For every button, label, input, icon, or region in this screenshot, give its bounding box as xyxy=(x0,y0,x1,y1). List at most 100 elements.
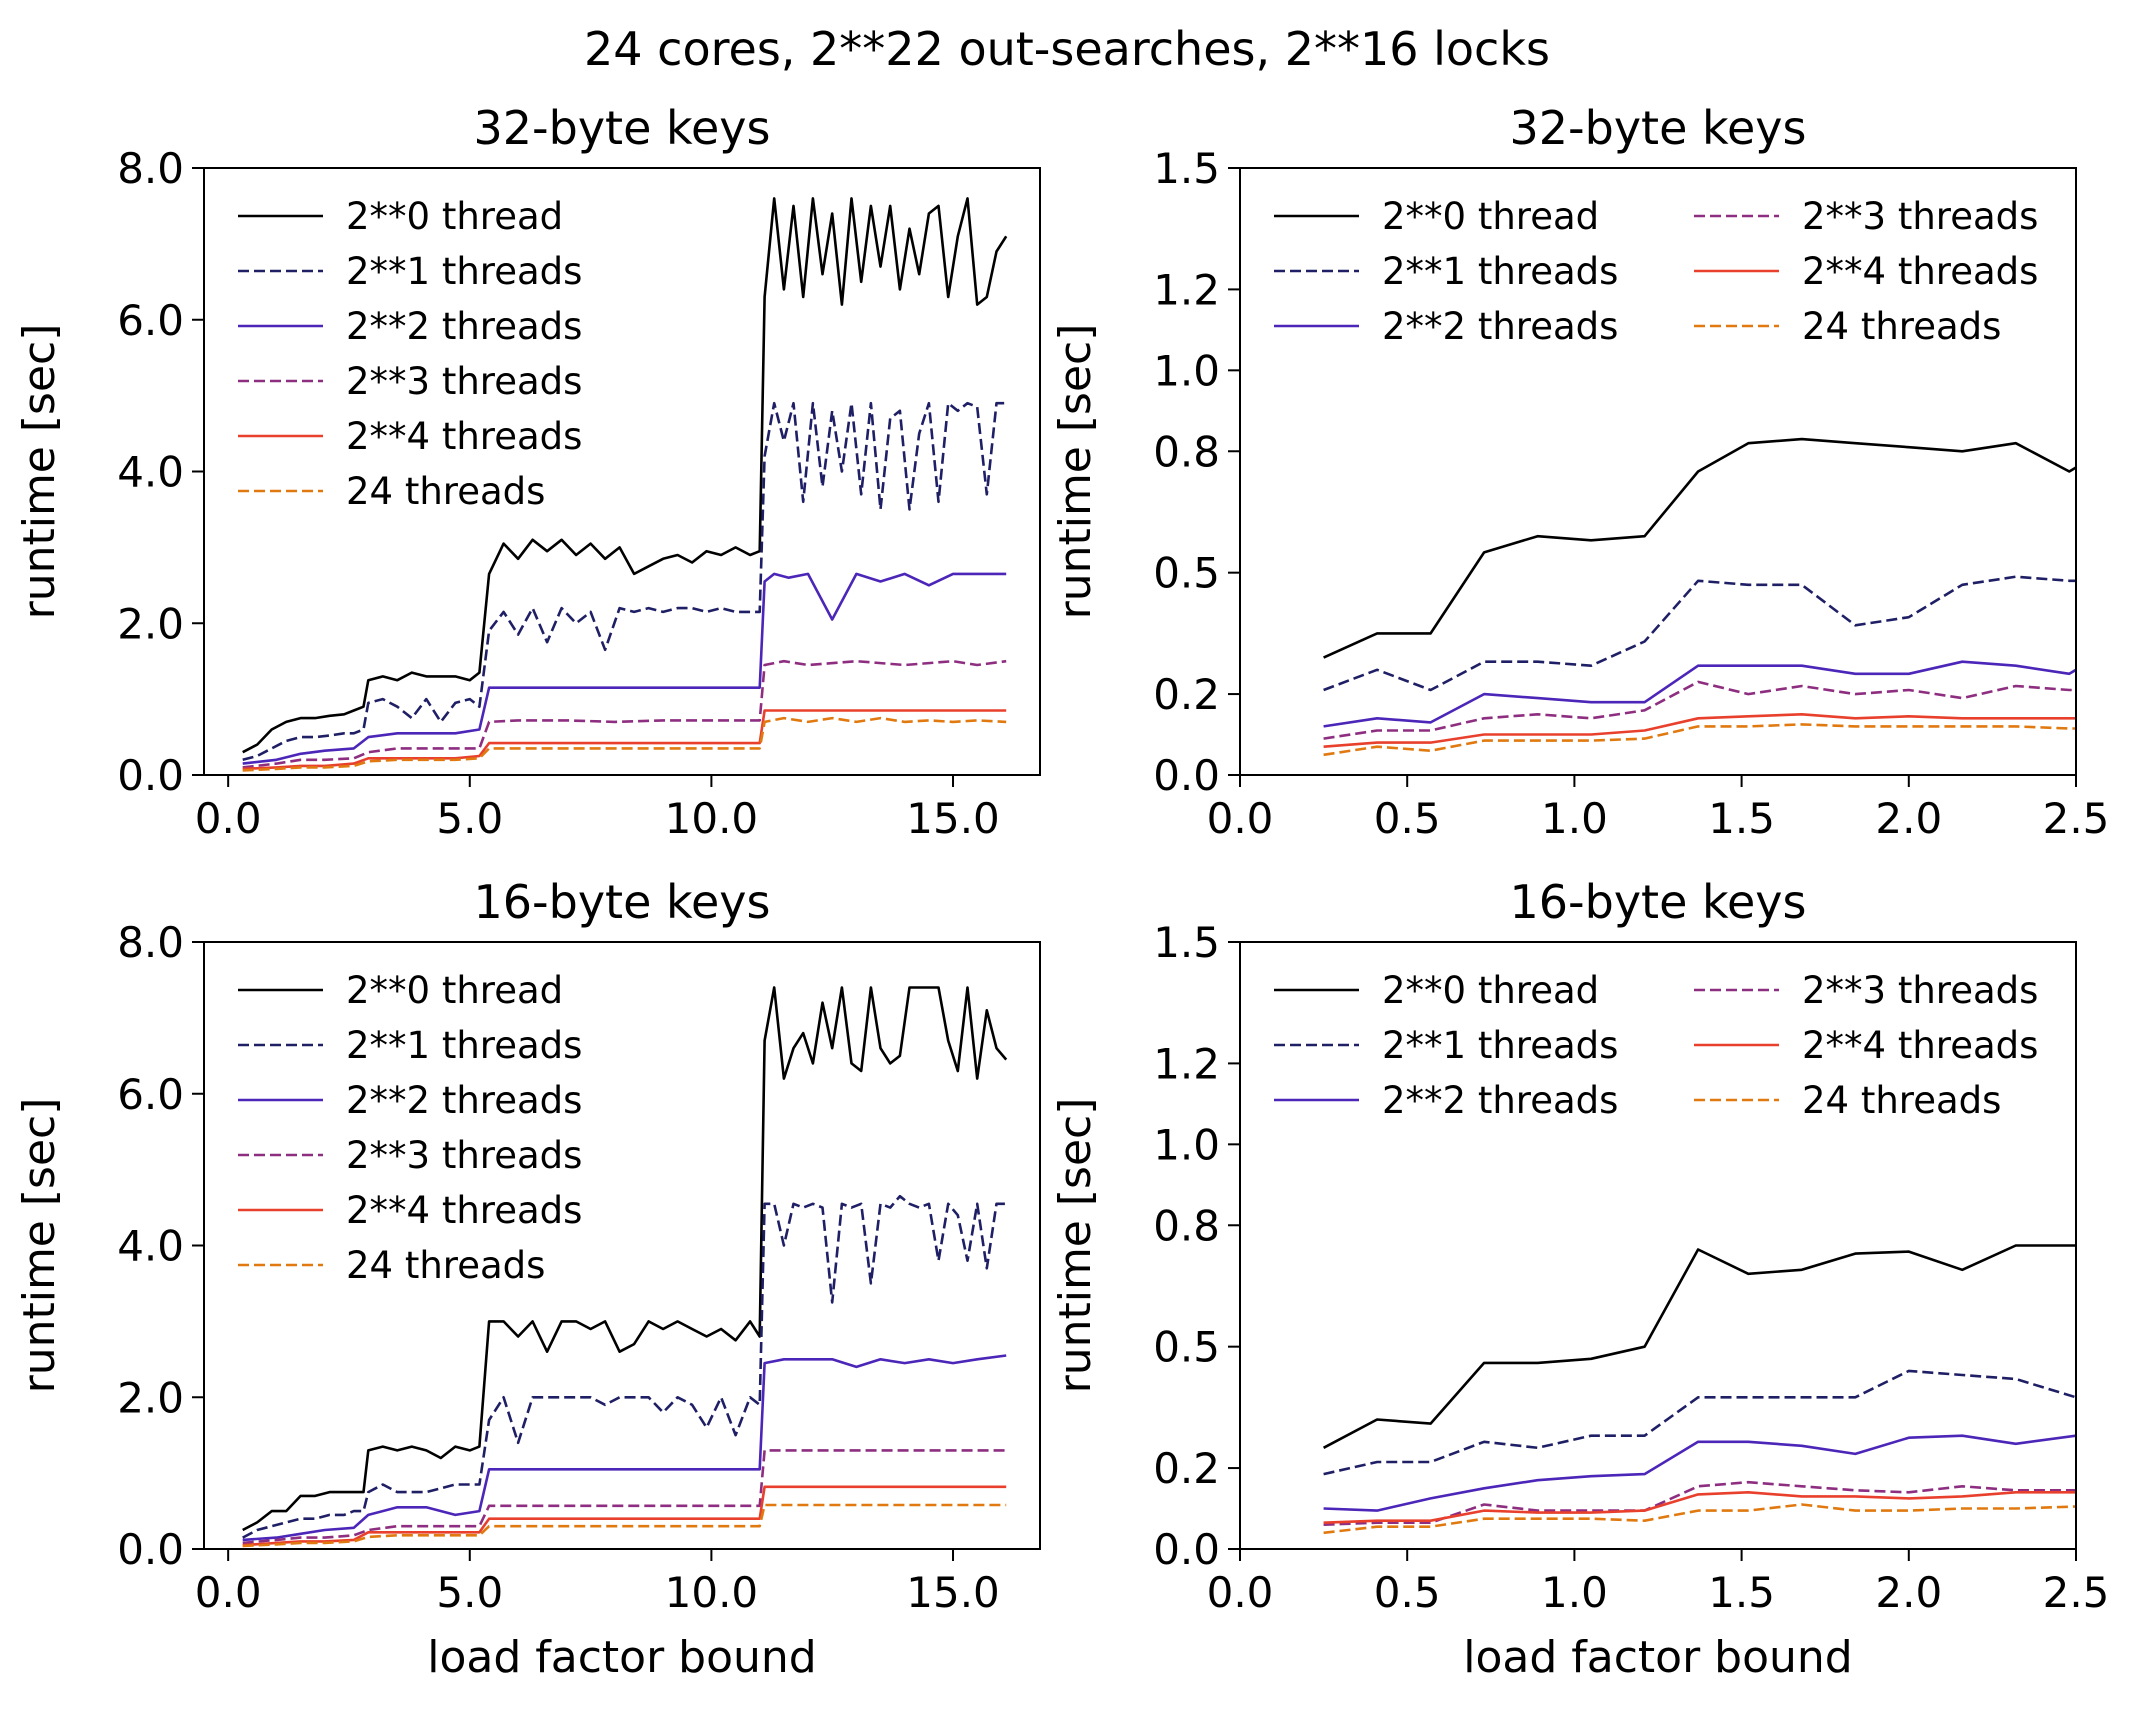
legend-label: 2**4 threads xyxy=(1802,1024,2038,1067)
legend-label: 2**4 threads xyxy=(346,415,582,458)
x-tick-label: 2.0 xyxy=(1875,1568,1942,1617)
chart-panel-4: 0.0 0.5 1.0 1.5 2.0 2.5 0.0 0.2 0.5 0.8 1.0 1.2 1.5 1… xyxy=(1050,875,2109,1683)
y-tick-label: 0.0 xyxy=(1153,1525,1220,1574)
x-axis-label: load factor bound xyxy=(427,1632,816,1683)
series-line xyxy=(242,716,1007,772)
series-line xyxy=(242,659,1007,769)
series-line xyxy=(1323,1491,2076,1524)
y-tick-label: 8.0 xyxy=(117,144,184,193)
y-tick-label: 0.5 xyxy=(1153,549,1220,598)
series-line xyxy=(1323,1369,2076,1476)
legend-label: 2**2 threads xyxy=(1382,305,1618,348)
legend-label: 2**4 threads xyxy=(1802,250,2038,293)
y-tick-label: 1.5 xyxy=(1153,918,1220,967)
x-tick-label: 1.5 xyxy=(1708,1568,1775,1617)
legend-label: 2**2 threads xyxy=(346,305,582,348)
chart-title: 32-byte keys xyxy=(1509,101,1806,155)
y-tick-label: 0.5 xyxy=(1153,1323,1220,1372)
legend: 2**0 thread 2**1 threads 2**2 threads 2**3 … xyxy=(1274,195,2038,348)
series-line xyxy=(1322,1244,2076,1449)
legend-label: 2**2 threads xyxy=(1382,1079,1618,1122)
legend-label: 24 threads xyxy=(346,470,545,513)
y-tick-label: 0.2 xyxy=(1153,670,1220,719)
legend-label: 2**0 thread xyxy=(346,969,563,1012)
y-tick-label: 8.0 xyxy=(117,918,184,967)
legend-label: 2**3 threads xyxy=(1802,969,2038,1012)
legend-label: 24 threads xyxy=(1802,1079,2001,1122)
y-axis-label: runtime [sec] xyxy=(14,1098,65,1394)
y-tick-label: 6.0 xyxy=(117,296,184,345)
axes-frame xyxy=(1239,167,2077,776)
y-tick-label: 1.2 xyxy=(1153,1039,1220,1088)
x-tick-label: 0.0 xyxy=(195,794,262,843)
legend: 2**0 thread 2**1 threads 2**2 threads 2**3 … xyxy=(1274,969,2038,1122)
x-tick-label: 2.5 xyxy=(2043,1568,2110,1617)
series-line xyxy=(1323,1480,2076,1526)
legend-label: 2**1 threads xyxy=(1382,1024,1618,1067)
legend-label: 2**0 thread xyxy=(1382,969,1599,1012)
x-tick-label: 15.0 xyxy=(906,1568,1000,1617)
x-tick-label: 15.0 xyxy=(906,794,1000,843)
y-tick-label: 0.0 xyxy=(1153,751,1220,800)
series-line xyxy=(242,1485,1007,1547)
x-tick-label: 0.5 xyxy=(1374,794,1441,843)
x-tick-label: 2.5 xyxy=(2043,794,2110,843)
series-line xyxy=(1323,660,2076,728)
x-tick-label: 10.0 xyxy=(665,794,759,843)
figure-title: 24 cores, 2**22 out-searches, 2**16 lock… xyxy=(584,22,1550,76)
x-tick-label: 0.0 xyxy=(195,1568,262,1617)
series-line xyxy=(242,709,1007,771)
y-tick-label: 0.0 xyxy=(117,1525,184,1574)
y-tick-label: 0.0 xyxy=(117,751,184,800)
chart-title: 32-byte keys xyxy=(473,101,770,155)
legend-label: 2**1 threads xyxy=(346,250,582,293)
x-tick-label: 1.0 xyxy=(1541,794,1608,843)
y-tick-label: 4.0 xyxy=(117,1222,184,1271)
x-tick-label: 0.0 xyxy=(1207,1568,1274,1617)
legend-label: 24 threads xyxy=(1802,305,2001,348)
x-tick-label: 5.0 xyxy=(436,1568,503,1617)
series-line xyxy=(1323,575,2076,692)
legend-label: 2**1 threads xyxy=(1382,250,1618,293)
series-line xyxy=(1323,680,2076,740)
chart-panel-1: 0.0 5.0 10.0 15.0 0.0 2.0 4.0 6.0 8.0 32-byte key… xyxy=(14,101,1041,843)
legend-label: 24 threads xyxy=(346,1244,545,1287)
x-tick-label: 0.0 xyxy=(1207,794,1274,843)
axes-frame xyxy=(1239,941,2077,1550)
legend-label: 2**3 threads xyxy=(346,360,582,403)
series-line xyxy=(1323,712,2076,748)
y-tick-label: 1.5 xyxy=(1153,144,1220,193)
series-line xyxy=(1323,1503,2076,1535)
series-line xyxy=(242,986,1008,1532)
chart-title: 16-byte keys xyxy=(1509,875,1806,929)
series-group xyxy=(1322,1244,2076,1535)
y-axis-label: runtime [sec] xyxy=(1050,1098,1101,1394)
y-axis-label: runtime [sec] xyxy=(14,324,65,620)
y-tick-label: 1.0 xyxy=(1153,346,1220,395)
series-line xyxy=(242,572,1007,765)
chart-panel-3: 0.0 5.0 10.0 15.0 0.0 2.0 4.0 6.0 8.0 16-byte key… xyxy=(14,875,1041,1683)
legend-label: 2**0 thread xyxy=(346,195,563,238)
y-tick-label: 0.8 xyxy=(1153,1201,1220,1250)
legend-label: 2**3 threads xyxy=(1802,195,2038,238)
legend-label: 2**0 thread xyxy=(1382,195,1599,238)
series-line xyxy=(1323,1434,2076,1512)
legend: 2**0 thread 2**1 threads 2**2 threads 2**3 … xyxy=(238,195,582,513)
x-tick-label: 2.0 xyxy=(1875,794,1942,843)
axes-frame xyxy=(203,941,1041,1550)
x-axis-label: load factor bound xyxy=(1463,1632,1852,1683)
series-line xyxy=(1323,437,2076,659)
chart-panel-2: 0.0 0.5 1.0 1.5 2.0 2.5 0.0 0.2 0.5 0.8 1.0 1.2 1.5 3… xyxy=(1050,101,2109,843)
y-axis-label: runtime [sec] xyxy=(1050,324,1101,620)
x-tick-label: 0.5 xyxy=(1374,1568,1441,1617)
y-tick-label: 1.2 xyxy=(1153,265,1220,314)
x-tick-label: 1.0 xyxy=(1541,1568,1608,1617)
y-tick-label: 1.0 xyxy=(1153,1120,1220,1169)
legend-label: 2**1 threads xyxy=(346,1024,582,1067)
series-line xyxy=(1323,723,2076,757)
x-tick-label: 10.0 xyxy=(665,1568,759,1617)
y-tick-label: 2.0 xyxy=(117,1373,184,1422)
series-line xyxy=(242,1194,1007,1539)
series-line xyxy=(242,1503,1007,1548)
